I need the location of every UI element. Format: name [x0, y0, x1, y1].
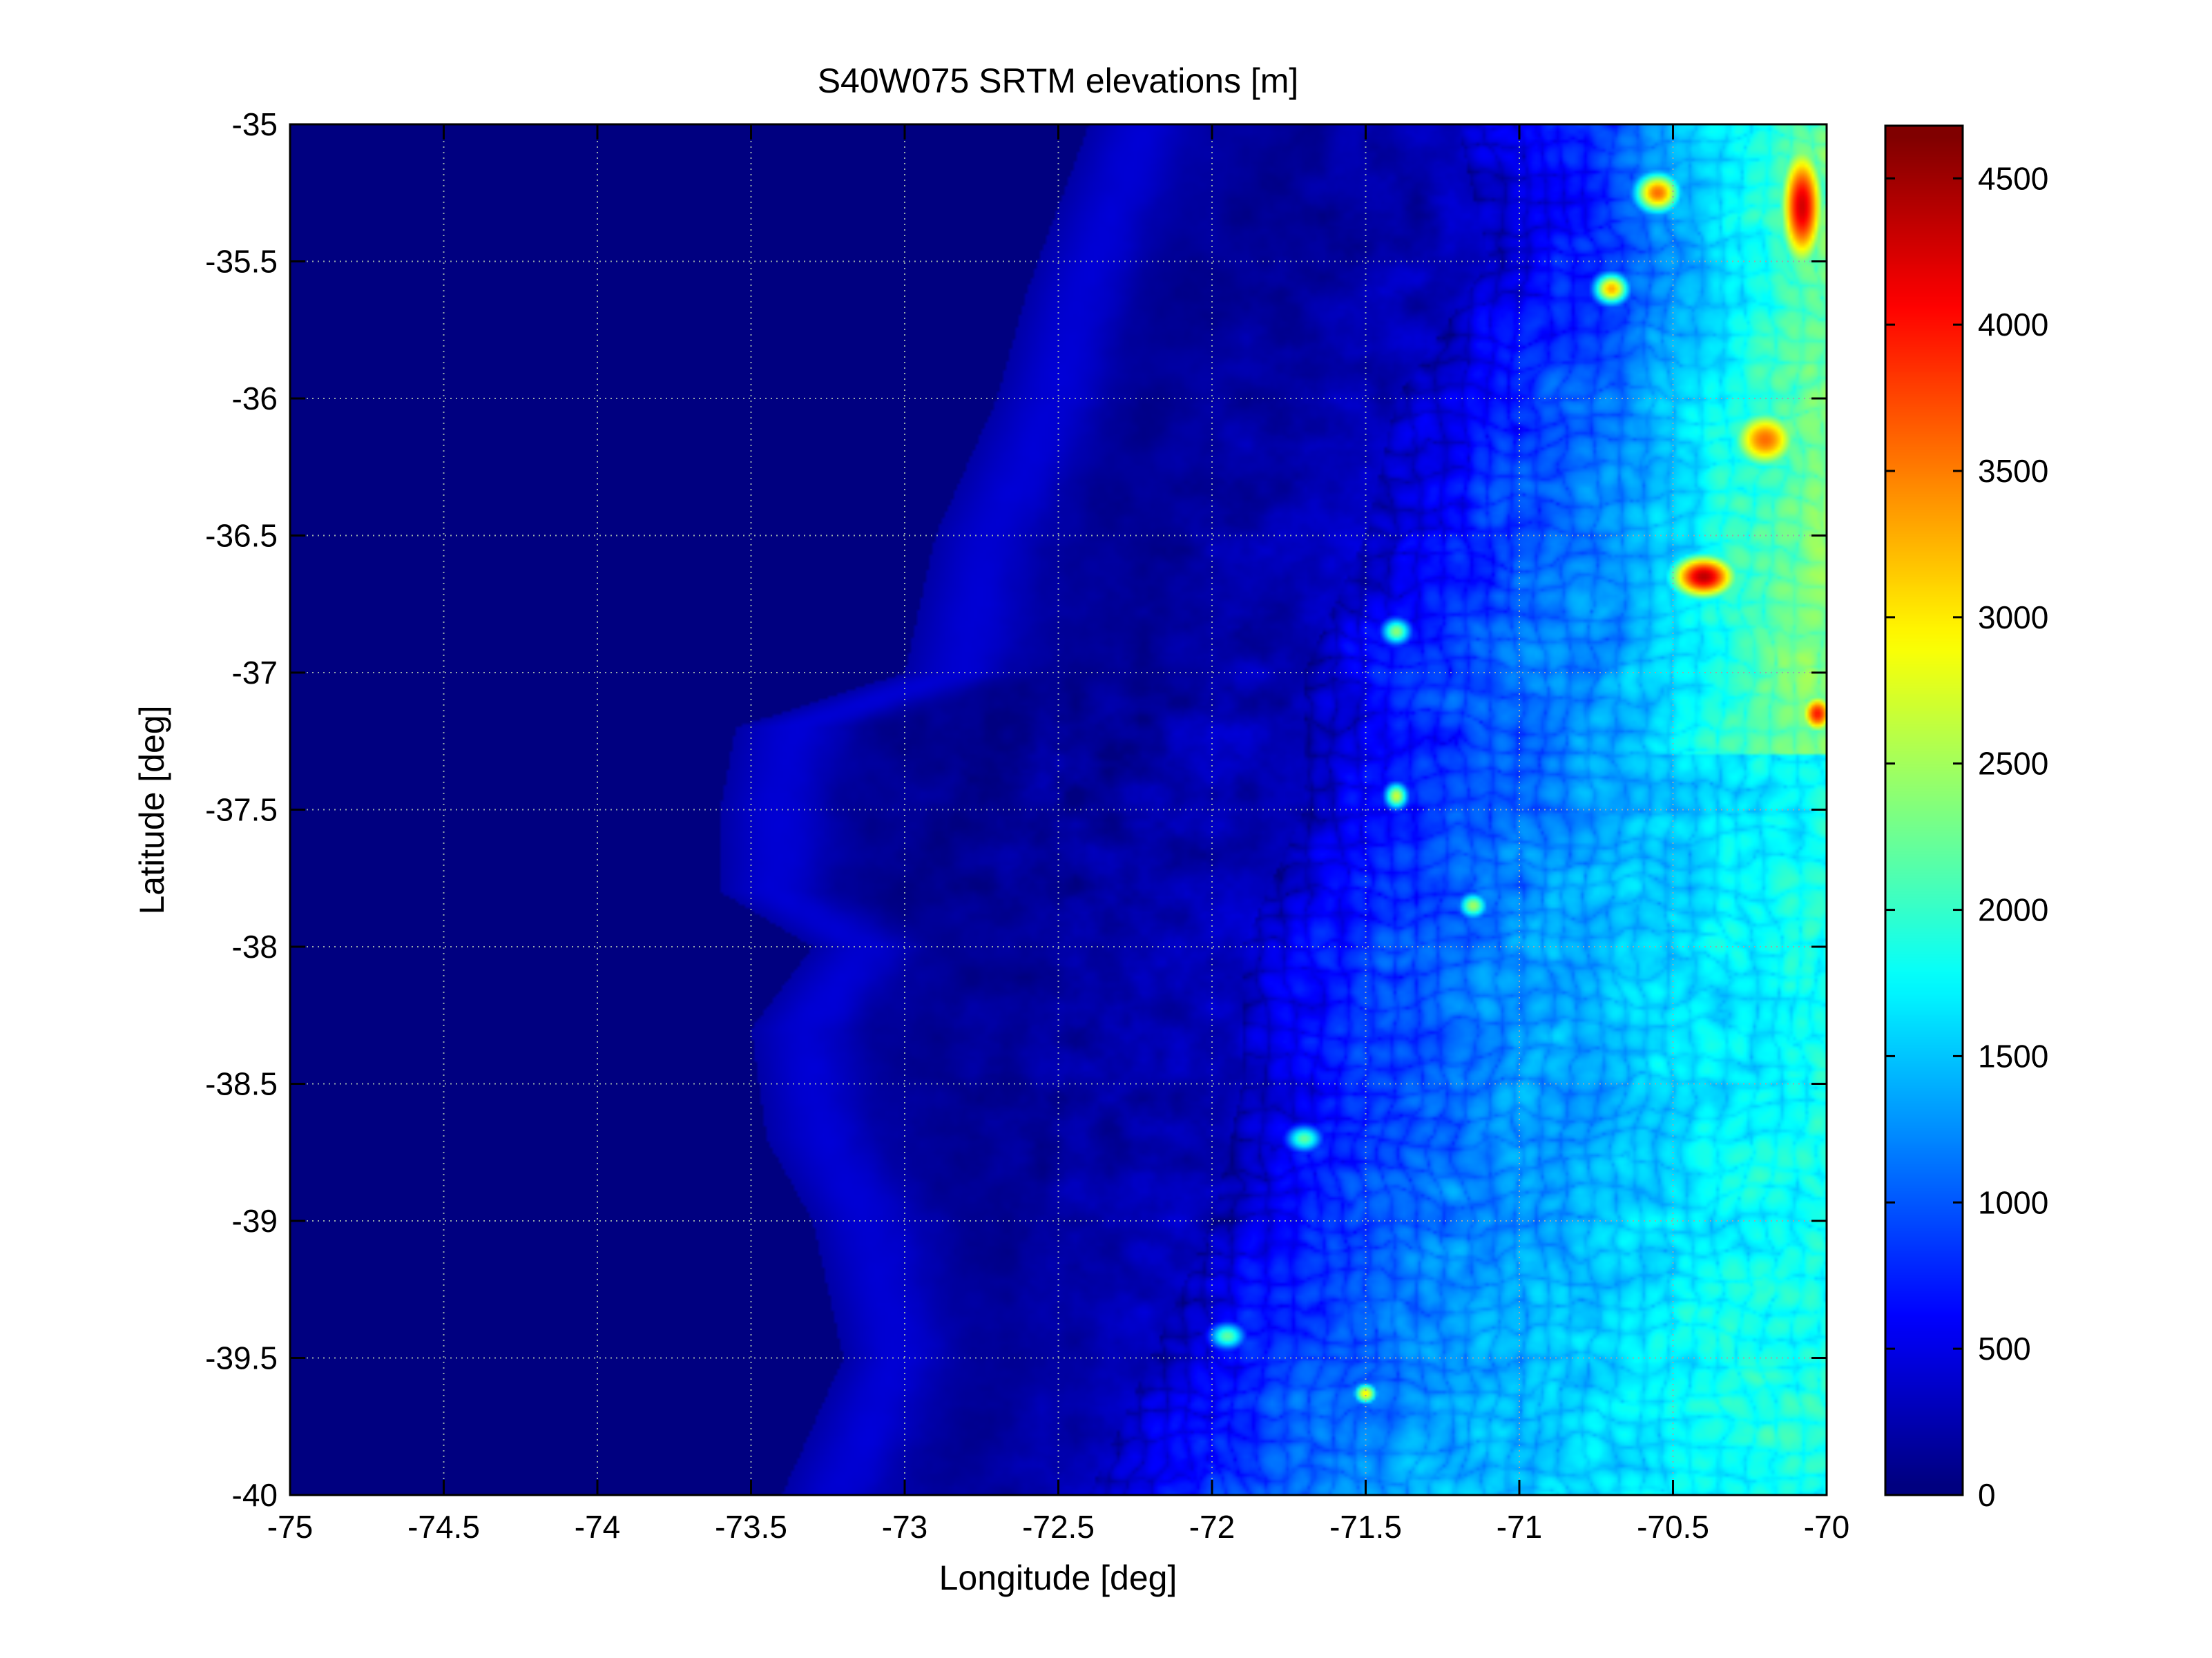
- colorbar-tick-label: 2500: [1978, 746, 2048, 782]
- x-tick-label: -73.5: [715, 1509, 787, 1545]
- chart-title: S40W075 SRTM elevations [m]: [818, 61, 1299, 100]
- colorbar: 0 500 1000 1500 2000 2500 3000 3500 4000 4500: [1884, 124, 2048, 1513]
- x-tick-label: -73: [882, 1509, 927, 1545]
- x-tick-label: -74: [575, 1509, 620, 1545]
- x-tick-label: -70.5: [1637, 1509, 1709, 1545]
- y-tick-label: -39: [232, 1203, 278, 1239]
- x-tick-label: -71: [1497, 1509, 1542, 1545]
- x-tick-label: -70: [1804, 1509, 1849, 1545]
- y-tick-label: -37: [232, 655, 278, 691]
- grid-lines: [290, 124, 1827, 1495]
- colorbar-tick-label: 3500: [1978, 453, 2048, 489]
- colorbar-ticks: 0 500 1000 1500 2000 2500 3000 3500 4000 4500: [1885, 160, 2048, 1513]
- colorbar-frame: [1884, 124, 1964, 1496]
- colorbar-tick-label: 4500: [1978, 160, 2048, 196]
- y-tick-label: -38: [232, 929, 278, 965]
- y-axis-ticks: -35 -35.5 -36 -36.5 -37 -37.5 -38 -38.5 -39 -39.5…: [205, 106, 1827, 1513]
- y-tick-label: -36: [232, 380, 278, 416]
- y-tick-label: -35.5: [205, 244, 278, 280]
- x-tick-label: -72: [1189, 1509, 1235, 1545]
- x-axis-label: Longitude [deg]: [939, 1559, 1177, 1597]
- colorbar-tick-label: 1000: [1978, 1184, 2048, 1220]
- x-tick-label: -75: [267, 1509, 313, 1545]
- colorbar-tick-label: 500: [1978, 1331, 2031, 1367]
- colorbar-tick-label: 2000: [1978, 892, 2048, 928]
- colorbar-tick-label: 3000: [1978, 599, 2048, 635]
- y-tick-label: -37.5: [205, 792, 278, 828]
- x-tick-label: -72.5: [1022, 1509, 1095, 1545]
- colorbar-tick-label: 0: [1978, 1477, 1996, 1513]
- x-tick-label: -74.5: [407, 1509, 480, 1545]
- y-tick-label: -40: [232, 1477, 278, 1513]
- y-axis-label: Latitude [deg]: [133, 705, 171, 914]
- colorbar-tick-label: 1500: [1978, 1038, 2048, 1074]
- colorbar-gradient: [1885, 126, 1963, 1495]
- y-tick-label: -38.5: [205, 1066, 278, 1102]
- x-axis-ticks: -75 -74.5 -74 -73.5 -73 -72.5 -72 -71.5 -71 -70.5…: [267, 124, 1849, 1545]
- x-tick-label: -71.5: [1329, 1509, 1402, 1545]
- y-tick-label: -35: [232, 106, 278, 142]
- colorbar-tick-label: 4000: [1978, 307, 2048, 343]
- elevation-heatmap: [289, 123, 1828, 1496]
- y-tick-label: -39.5: [205, 1340, 278, 1376]
- y-tick-label: -36.5: [205, 518, 278, 554]
